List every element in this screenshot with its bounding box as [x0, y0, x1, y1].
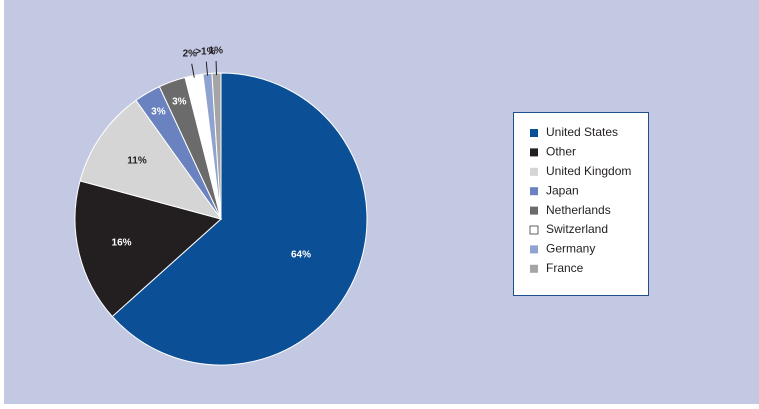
data-label: 16% [112, 237, 132, 248]
legend-label: Other [546, 145, 576, 159]
legend-swatch [530, 148, 538, 157]
leader-line [205, 61, 209, 76]
legend-label: Netherlands [546, 203, 611, 217]
legend-label: United Kingdom [546, 164, 631, 178]
pie-slice [111, 72, 368, 366]
legend-label: United States [546, 125, 618, 139]
data-label: 3% [151, 106, 166, 117]
data-label: 3% [172, 97, 187, 108]
pie-slice [79, 99, 223, 220]
legend-label: Japan [546, 183, 579, 197]
legend-label: Germany [546, 242, 595, 256]
legend-swatch [530, 245, 538, 254]
data-label: 1% [209, 46, 224, 57]
legend-swatch [529, 225, 539, 235]
pie-slice [74, 180, 223, 318]
leader-line [191, 63, 195, 78]
data-label: 2% [183, 49, 198, 60]
data-label: 11% [127, 155, 147, 166]
legend-label: Switzerland [546, 222, 608, 236]
legend-swatch [530, 167, 538, 176]
legend-label: France [546, 261, 584, 275]
legend-swatch [530, 206, 538, 215]
data-label: >1% [195, 46, 215, 57]
legend-swatch [530, 264, 538, 273]
legend-swatch [530, 187, 538, 196]
data-label: 64% [291, 249, 311, 260]
legend-swatch [530, 129, 538, 137]
